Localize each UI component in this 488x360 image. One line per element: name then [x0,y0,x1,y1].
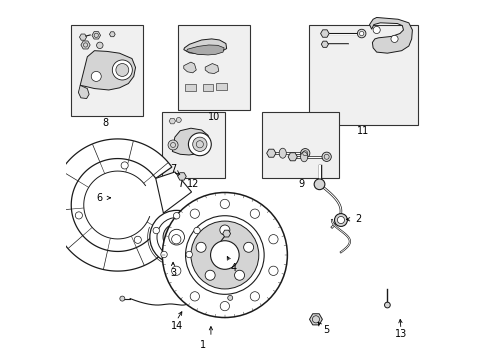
Circle shape [220,301,229,311]
Polygon shape [92,32,101,39]
Circle shape [171,266,181,275]
Text: 8: 8 [102,118,108,128]
Circle shape [168,229,184,245]
Circle shape [190,209,199,218]
Text: 6: 6 [97,193,102,203]
Polygon shape [222,230,230,237]
Circle shape [357,29,365,38]
Text: 11: 11 [356,126,368,136]
Polygon shape [287,153,297,161]
Circle shape [153,227,159,234]
Polygon shape [80,51,135,90]
Circle shape [372,26,380,33]
Circle shape [185,251,192,258]
Circle shape [157,217,196,257]
Ellipse shape [300,152,307,162]
Circle shape [149,210,203,264]
Circle shape [121,162,128,169]
Circle shape [205,270,215,280]
Polygon shape [81,41,90,49]
Circle shape [97,42,103,49]
Circle shape [250,292,259,301]
Ellipse shape [279,148,285,158]
Polygon shape [172,128,209,155]
Circle shape [171,235,181,244]
Circle shape [120,296,124,301]
Polygon shape [109,32,115,37]
Polygon shape [78,85,89,99]
Circle shape [190,221,258,289]
Circle shape [75,212,82,219]
Circle shape [250,209,259,218]
Circle shape [322,152,331,161]
Circle shape [220,199,229,208]
Circle shape [196,242,205,252]
Circle shape [91,71,101,81]
Text: 2: 2 [355,214,361,224]
Circle shape [210,241,239,269]
Circle shape [384,302,389,308]
Circle shape [220,225,229,235]
Circle shape [334,213,346,226]
Bar [162,112,224,178]
Polygon shape [216,83,226,90]
Polygon shape [183,39,226,54]
Circle shape [227,296,232,300]
Polygon shape [320,30,328,37]
Circle shape [359,31,363,36]
Circle shape [300,149,309,158]
Text: 5: 5 [323,325,329,335]
Circle shape [193,227,200,234]
Circle shape [337,216,344,224]
Polygon shape [183,62,196,73]
Polygon shape [52,139,180,271]
Text: 13: 13 [394,329,406,339]
Circle shape [185,216,264,294]
Circle shape [313,179,324,190]
Circle shape [176,117,181,122]
Polygon shape [309,314,322,325]
Circle shape [192,137,206,152]
Polygon shape [205,64,218,73]
Polygon shape [186,45,224,55]
Circle shape [116,64,128,76]
Text: 1: 1 [200,340,206,350]
Bar [71,24,142,116]
Circle shape [243,242,253,252]
Text: 4: 4 [230,262,236,273]
Bar [262,112,339,178]
Circle shape [161,251,167,258]
Circle shape [268,266,278,275]
Polygon shape [369,18,411,53]
Polygon shape [169,118,175,124]
Text: 9: 9 [297,179,304,189]
Polygon shape [177,173,186,180]
Circle shape [173,212,180,219]
Polygon shape [321,41,328,48]
Circle shape [390,35,397,42]
Circle shape [168,140,178,150]
Text: 7: 7 [170,164,176,174]
Circle shape [112,60,132,80]
Circle shape [162,193,287,318]
Circle shape [188,133,211,156]
Circle shape [163,224,190,251]
Polygon shape [155,172,191,213]
Bar [308,24,417,125]
Polygon shape [184,84,195,91]
Bar [178,24,249,111]
Polygon shape [203,84,213,91]
Text: 14: 14 [170,321,183,331]
Text: 12: 12 [187,179,199,189]
Circle shape [268,235,278,244]
Circle shape [234,270,244,280]
Polygon shape [80,34,86,40]
Text: 10: 10 [207,112,220,122]
Circle shape [134,236,141,243]
Text: 3: 3 [170,268,176,278]
Circle shape [190,292,199,301]
Polygon shape [266,149,275,157]
